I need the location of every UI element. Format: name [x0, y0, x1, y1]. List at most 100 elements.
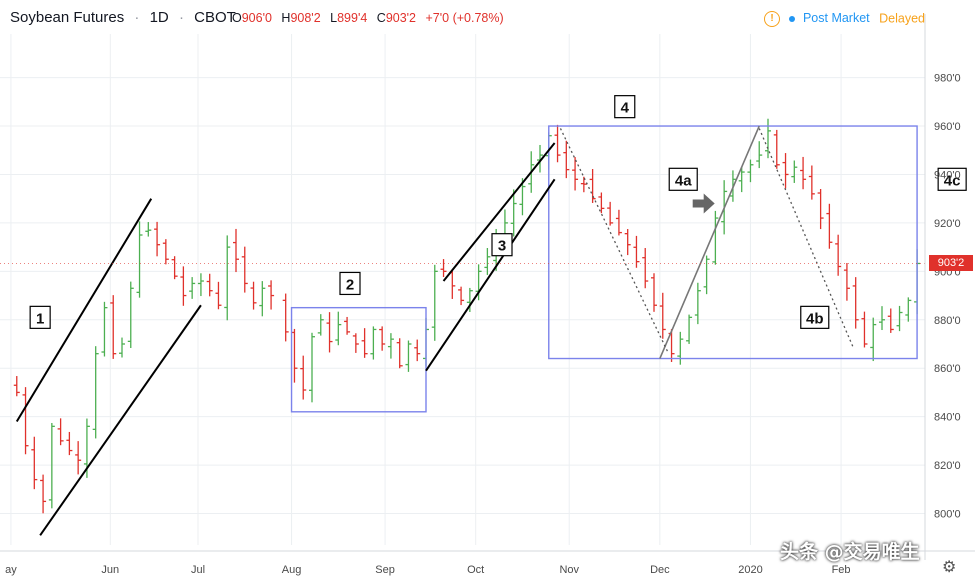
price-bar [808, 165, 815, 200]
delayed-label: Delayed [879, 11, 925, 26]
price-bar [791, 160, 798, 183]
watermark: 头条 @交易唯生 [780, 541, 920, 563]
chart-title[interactable]: Soybean Futures · 1D · CBOT [10, 9, 236, 26]
price-bar [40, 474, 47, 514]
price-bar [765, 118, 771, 159]
price-bar [268, 280, 275, 310]
wave-label-box [339, 271, 361, 296]
price-bar [119, 337, 125, 358]
open-value: 906'0 [241, 11, 272, 25]
price-bar [651, 273, 657, 312]
wave-label-box [29, 305, 51, 329]
x-tick-label: Jun [101, 564, 119, 576]
gear-icon[interactable]: ⚙ [942, 559, 957, 576]
price-bar [370, 326, 377, 360]
wave-labels: 12344a4b4c4d [29, 95, 967, 329]
drawings-layer [0, 125, 925, 536]
price-bar [756, 141, 763, 169]
price-bar [66, 431, 73, 456]
price-bar [554, 124, 561, 163]
price-bar [31, 436, 38, 490]
price-bar [694, 282, 701, 325]
price-bar [607, 201, 614, 226]
price-bar [154, 221, 161, 257]
high-value: 908'2 [290, 11, 321, 25]
price-bar [405, 340, 412, 372]
price-bar [887, 308, 894, 333]
price-bar [879, 306, 885, 331]
wave-label-text: 4b [806, 310, 824, 327]
price-bar [624, 229, 631, 256]
plot-frame [0, 34, 925, 545]
x-tick-label: Feb [832, 564, 851, 576]
y-tick-label: 960'0 [934, 121, 961, 133]
price-bar [826, 203, 833, 249]
price-bar [317, 314, 324, 336]
x-tick-label: Jul [191, 564, 205, 576]
range-box [548, 125, 918, 360]
wave-label-text: 4a [675, 172, 692, 189]
y-tick-label: 800'0 [934, 509, 961, 521]
interval-label[interactable]: 1D [149, 9, 169, 26]
x-tick-label: ay [5, 564, 17, 576]
ohlc-readout: O906'0 H908'2 L899'4 C903'2 +7'0 (+0.78%… [232, 11, 510, 25]
close-key: C [376, 11, 386, 25]
post-market-label[interactable]: Post Market [802, 11, 870, 26]
high-key: H [281, 11, 291, 25]
title-separator: · [178, 9, 184, 26]
price-bar [136, 221, 143, 298]
price-bar [335, 311, 342, 346]
trend-line [442, 142, 556, 282]
grid-layer [0, 34, 925, 545]
price-bar [598, 192, 605, 214]
symbol-name[interactable]: Soybean Futures [10, 9, 125, 26]
y-tick-label: 920'0 [934, 218, 961, 230]
price-bar [127, 281, 134, 349]
x-tick-label: Sep [375, 564, 395, 576]
wave-label: 1 [29, 305, 51, 329]
time-axis: ay Jun Jul Aug Sep Oct Nov Dec 2020 Feb [0, 550, 975, 576]
price-bar [668, 329, 675, 362]
price-bar [110, 295, 117, 359]
market-status: ! Post Market Delayed [763, 11, 925, 27]
info-icon[interactable]: ! [763, 11, 780, 27]
change-value: +7'0 (+0.78%) [425, 11, 504, 25]
price-bar [282, 293, 289, 342]
price-bar [206, 273, 213, 297]
low-key: L [330, 11, 338, 25]
wave-label-text: 4 [621, 100, 630, 117]
price-bar [466, 287, 473, 312]
price-bars [13, 118, 921, 514]
x-tick-label: Aug [282, 564, 302, 576]
price-bar [344, 316, 351, 335]
price-bar [250, 281, 257, 310]
price-bar [440, 259, 447, 278]
price-bar [572, 157, 579, 191]
price-bar [379, 326, 386, 351]
close-value: 903'2 [385, 11, 417, 25]
wave-label: 4a [668, 167, 698, 191]
price-bar [843, 262, 850, 301]
wave-label-text: 4c [944, 172, 961, 189]
price-bar [396, 338, 403, 369]
price-bar [563, 140, 570, 179]
price-bar [352, 333, 359, 353]
x-tick-label: Dec [650, 564, 670, 576]
trend-line [39, 304, 202, 536]
price-bar [589, 169, 596, 203]
price-bar [387, 333, 394, 359]
price-bar [905, 297, 912, 322]
wave-label-text: 2 [346, 276, 354, 293]
price-bar [180, 266, 187, 306]
price-bar [309, 332, 315, 403]
price-bar [510, 189, 517, 237]
price-bar [896, 305, 903, 332]
price-bar [703, 255, 710, 295]
chart-header: Soybean Futures · 1D · CBOT O906'0 H908'… [0, 0, 975, 34]
x-tick-label: 2020 [738, 564, 762, 576]
trend-line [659, 125, 760, 359]
price-axis: 980'0960'0940'0920'0900'0880'0860'0840'0… [924, 14, 961, 560]
price-bar [852, 277, 859, 329]
